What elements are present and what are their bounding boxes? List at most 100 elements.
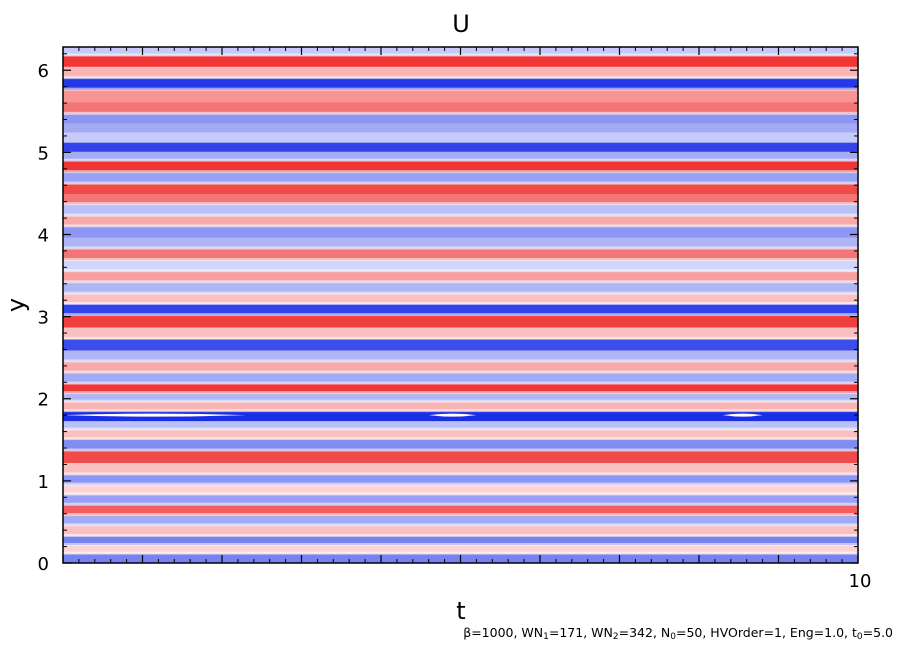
footnote-n0-value: =50, HVOrder=1, Eng=1.0, t bbox=[675, 625, 857, 640]
saturated-region bbox=[428, 413, 477, 417]
band-boundary bbox=[63, 246, 858, 250]
heatmap-band bbox=[63, 338, 858, 351]
heatmap-band bbox=[63, 504, 858, 516]
heatmap-band bbox=[63, 360, 858, 373]
band-boundary bbox=[63, 482, 858, 486]
band-boundary bbox=[63, 370, 858, 374]
heatmap-band bbox=[63, 484, 858, 495]
y-tick-label: 0 bbox=[38, 554, 49, 575]
y-tick-label: 3 bbox=[38, 308, 49, 329]
x-tick-label: 10 bbox=[849, 571, 872, 592]
heatmap-band bbox=[63, 55, 858, 67]
y-tick-labels: 0 1 2 3 4 5 6 bbox=[38, 61, 49, 575]
band-boundary bbox=[63, 170, 858, 174]
heatmap-band bbox=[63, 259, 858, 272]
heatmap-band bbox=[63, 524, 858, 537]
band-boundary bbox=[63, 533, 858, 537]
band-boundary bbox=[63, 301, 858, 305]
heatmap-band bbox=[63, 401, 858, 412]
x-axis-label: t bbox=[456, 597, 465, 625]
band-boundary bbox=[63, 437, 858, 441]
footnote-n0-subscript: 0 bbox=[670, 632, 676, 642]
y-tick-label: 6 bbox=[38, 61, 49, 82]
heatmap-band bbox=[63, 193, 858, 205]
heatmap-band bbox=[63, 203, 858, 216]
heatmap-band bbox=[63, 429, 858, 440]
footnote-t0-value: =5.0 bbox=[862, 625, 893, 640]
band-boundary bbox=[63, 76, 858, 80]
band-boundary bbox=[63, 280, 858, 284]
saturation-layer bbox=[63, 413, 763, 417]
y-tick-label: 5 bbox=[38, 143, 49, 164]
band-boundary bbox=[63, 409, 858, 413]
heatmap-band bbox=[63, 349, 858, 362]
heatmap-band bbox=[63, 314, 858, 328]
band-boundary bbox=[63, 158, 858, 162]
footnote-beta-value: =1000, WN bbox=[471, 625, 544, 640]
heatmap-band bbox=[63, 101, 858, 114]
y-tick-label: 4 bbox=[38, 225, 49, 246]
band-boundary bbox=[63, 53, 858, 57]
y-axis-label: y bbox=[2, 298, 30, 312]
heatmap-band bbox=[63, 171, 858, 184]
heatmap-band bbox=[63, 142, 858, 152]
y-tick-label: 1 bbox=[38, 472, 49, 493]
heatmap-band bbox=[63, 514, 858, 526]
saturated-region bbox=[722, 413, 763, 417]
heatmap-band bbox=[63, 326, 858, 339]
band-boundary bbox=[63, 202, 858, 206]
footnote-wn1-subscript: 1 bbox=[543, 632, 549, 642]
heatmap-band bbox=[63, 183, 858, 195]
band-boundary bbox=[63, 492, 858, 496]
band-boundary bbox=[63, 87, 858, 91]
heatmap-band bbox=[63, 225, 858, 238]
heatmap-band bbox=[63, 281, 858, 294]
footnote-t0-subscript: 0 bbox=[856, 632, 863, 642]
footnote-wn2-subscript: 2 bbox=[612, 632, 619, 642]
band-boundary bbox=[63, 513, 858, 517]
band-boundary bbox=[63, 448, 858, 452]
band-boundary bbox=[63, 523, 858, 527]
band-boundary bbox=[63, 399, 858, 403]
footnote-wn1-value: =171, WN bbox=[548, 625, 613, 640]
heatmap-band bbox=[63, 66, 858, 79]
band-boundary bbox=[63, 224, 858, 228]
heatmap-band bbox=[63, 293, 858, 305]
heatmap-band bbox=[63, 450, 858, 463]
band-boundary bbox=[63, 269, 858, 273]
heatmap-band bbox=[63, 544, 858, 554]
heatmap-band bbox=[63, 383, 858, 394]
heatmap-band bbox=[63, 113, 858, 124]
heatmap-band bbox=[63, 160, 858, 173]
heatmap-band bbox=[63, 131, 858, 143]
heatmap-band bbox=[63, 270, 858, 283]
band-boundary bbox=[63, 181, 858, 185]
heatmap-band bbox=[63, 535, 858, 546]
heatmap-band bbox=[63, 372, 858, 384]
band-boundary bbox=[63, 111, 858, 115]
band-boundary bbox=[63, 258, 858, 262]
heatmap-band bbox=[63, 462, 858, 475]
footnote-beta-symbol: β bbox=[463, 625, 472, 640]
heatmap-band bbox=[63, 215, 858, 227]
heatmap-band bbox=[63, 438, 858, 451]
heatmap-band bbox=[63, 151, 858, 161]
heatmap-band bbox=[63, 248, 858, 261]
band-boundary bbox=[63, 213, 858, 217]
tick-layer bbox=[62, 47, 859, 564]
heatmap-band bbox=[63, 303, 858, 316]
heatmap-band bbox=[63, 392, 858, 402]
band-boundary bbox=[63, 551, 858, 555]
band-boundary bbox=[63, 543, 858, 547]
band-boundary bbox=[63, 472, 858, 476]
heatmap-band bbox=[63, 89, 858, 103]
band-boundary bbox=[63, 427, 858, 431]
heatmap-band bbox=[63, 473, 858, 485]
band-boundary bbox=[63, 391, 858, 395]
band-boundary bbox=[63, 313, 858, 317]
chart-title: U bbox=[452, 10, 470, 38]
heatmap-band bbox=[63, 494, 858, 505]
heatmap-band bbox=[63, 122, 858, 133]
band-boundary bbox=[63, 291, 858, 295]
parameter-footnote: β=1000, WN1=171, WN2=342, N0=50, HVOrder… bbox=[0, 625, 893, 642]
